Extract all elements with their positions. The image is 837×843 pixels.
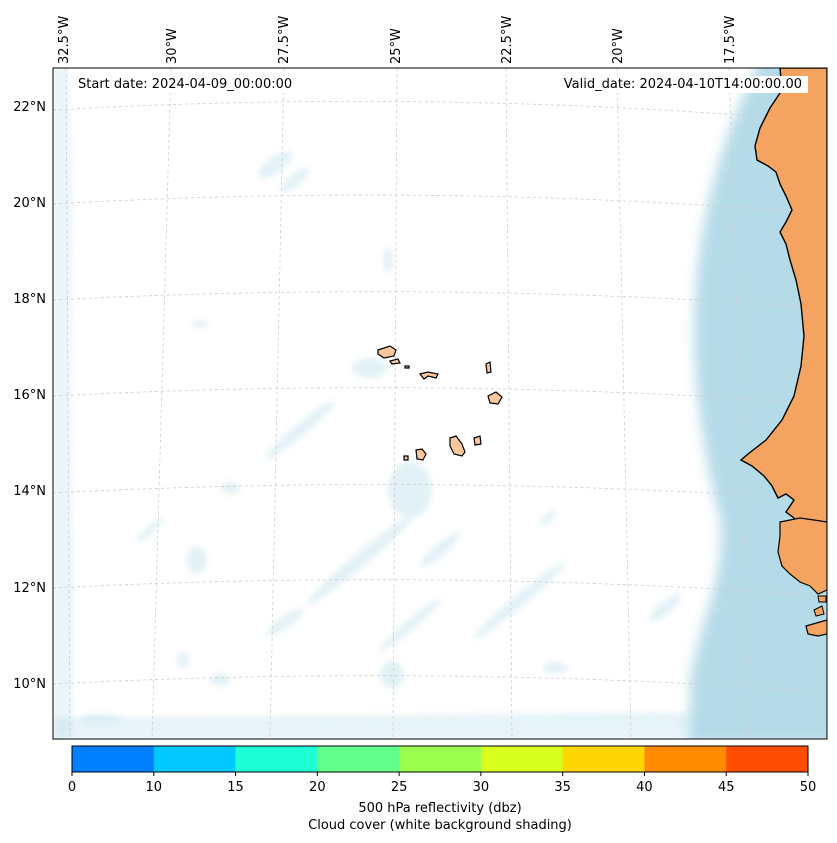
colorbar-tick-label: 50 [799, 780, 817, 795]
colorbar-tick-label: 15 [227, 780, 244, 795]
colorbar-frame [71, 745, 809, 773]
meridian-32-5 [65, 68, 71, 739]
meridian-30 [151, 68, 172, 739]
map-frame [52, 67, 828, 740]
colorbar-segment [480, 746, 564, 772]
island-santiago [449, 435, 466, 457]
island-boa-vista [487, 391, 503, 405]
colorbar-segment [399, 746, 482, 772]
colorbar-segment [726, 746, 809, 772]
colorbar-tick-label: 35 [554, 780, 571, 795]
longitude-labels: 32.5°W 30°W 27.5°W 25°W 22.5°W 20°W 17.5… [57, 16, 738, 64]
graticule [53, 68, 827, 739]
colorbar-label-reflectivity: 500 hPa reflectivity (dbz) [358, 801, 522, 816]
parallel-12 [53, 579, 827, 597]
parallel-14 [53, 484, 827, 501]
lat-label-12: 12°N [13, 581, 46, 596]
ocean-background [53, 68, 827, 739]
island-brava [403, 455, 409, 461]
colorbar-segment [235, 746, 318, 772]
colorbar-segment [72, 746, 155, 772]
latitude-labels: 22°N 20°N 18°N 16°N 14°N 12°N 10°N [13, 100, 46, 692]
start-date-label: Start date: 2024-04-09_00:00:00 [72, 76, 299, 93]
lon-label-25: 25°W [389, 28, 404, 64]
colorbar-tick-label: 10 [145, 780, 163, 795]
coast-guinea-bissau [777, 517, 827, 595]
parallel-18 [53, 291, 827, 309]
lat-label-16: 16°N [13, 388, 46, 403]
parallel-10 [53, 675, 827, 693]
lat-label-18: 18°N [13, 292, 46, 307]
colorbar-segments [72, 746, 809, 772]
lon-label-20: 20°W [611, 28, 626, 64]
cloud-band-south-edge [53, 712, 700, 739]
colorbar-tick-label: 20 [309, 780, 326, 795]
colorbar-tick-label: 45 [717, 780, 735, 795]
lon-label-32-5: 32.5°W [57, 16, 72, 64]
valid-date-label: Valid_date: 2024-04-10T14:00:00.00 [557, 76, 808, 93]
lat-label-20: 20°N [13, 196, 46, 211]
meridian-17-5 [728, 68, 752, 739]
island-santo-antao [377, 345, 397, 359]
islet-bijagos-2 [817, 595, 827, 603]
islet-bijagos-1 [813, 605, 825, 617]
map-area [53, 68, 827, 739]
island-santa-luzia [404, 365, 410, 369]
colorbar-ticks [71, 772, 809, 776]
colorbar-tick-label: 0 [67, 780, 77, 795]
island-maio [473, 435, 482, 446]
meridian-27-5 [269, 68, 285, 739]
colorbar-tick-label: 40 [636, 780, 653, 795]
island-sal [485, 361, 492, 374]
island-sao-nicolau [418, 371, 439, 380]
meridian-20 [616, 68, 632, 739]
lat-label-22: 22°N [13, 100, 46, 115]
colorbar-label-cloud-cover: Cloud cover (white background shading) [308, 818, 572, 833]
colorbar-segment [317, 746, 400, 772]
colorbar [71, 745, 809, 776]
colorbar-tick-label: 30 [472, 780, 490, 795]
meridian-22-5 [505, 68, 513, 739]
cloud-patches [80, 151, 681, 722]
coast-guinea [805, 619, 827, 637]
lon-label-30: 30°W [165, 28, 180, 64]
island-sao-vicente [389, 358, 401, 365]
colorbar-tick-label: 25 [390, 780, 408, 795]
colorbar-segment [562, 746, 645, 772]
parallel-16 [53, 387, 827, 405]
cape-verde-islands [377, 345, 503, 461]
cloud-band-west-edge [53, 68, 74, 739]
lon-label-17-5: 17.5°W [723, 16, 738, 64]
colorbar-segment [153, 746, 237, 772]
parallel-20 [53, 194, 827, 215]
lon-label-22-5: 22.5°W [500, 16, 515, 64]
colorbar-segment [644, 746, 727, 772]
parallel-22 [53, 100, 827, 123]
lat-label-10: 10°N [13, 677, 46, 692]
meridian-25 [392, 68, 398, 739]
lon-label-27-5: 27.5°W [277, 16, 292, 64]
lat-label-14: 14°N [13, 484, 46, 499]
island-fogo [415, 448, 427, 461]
